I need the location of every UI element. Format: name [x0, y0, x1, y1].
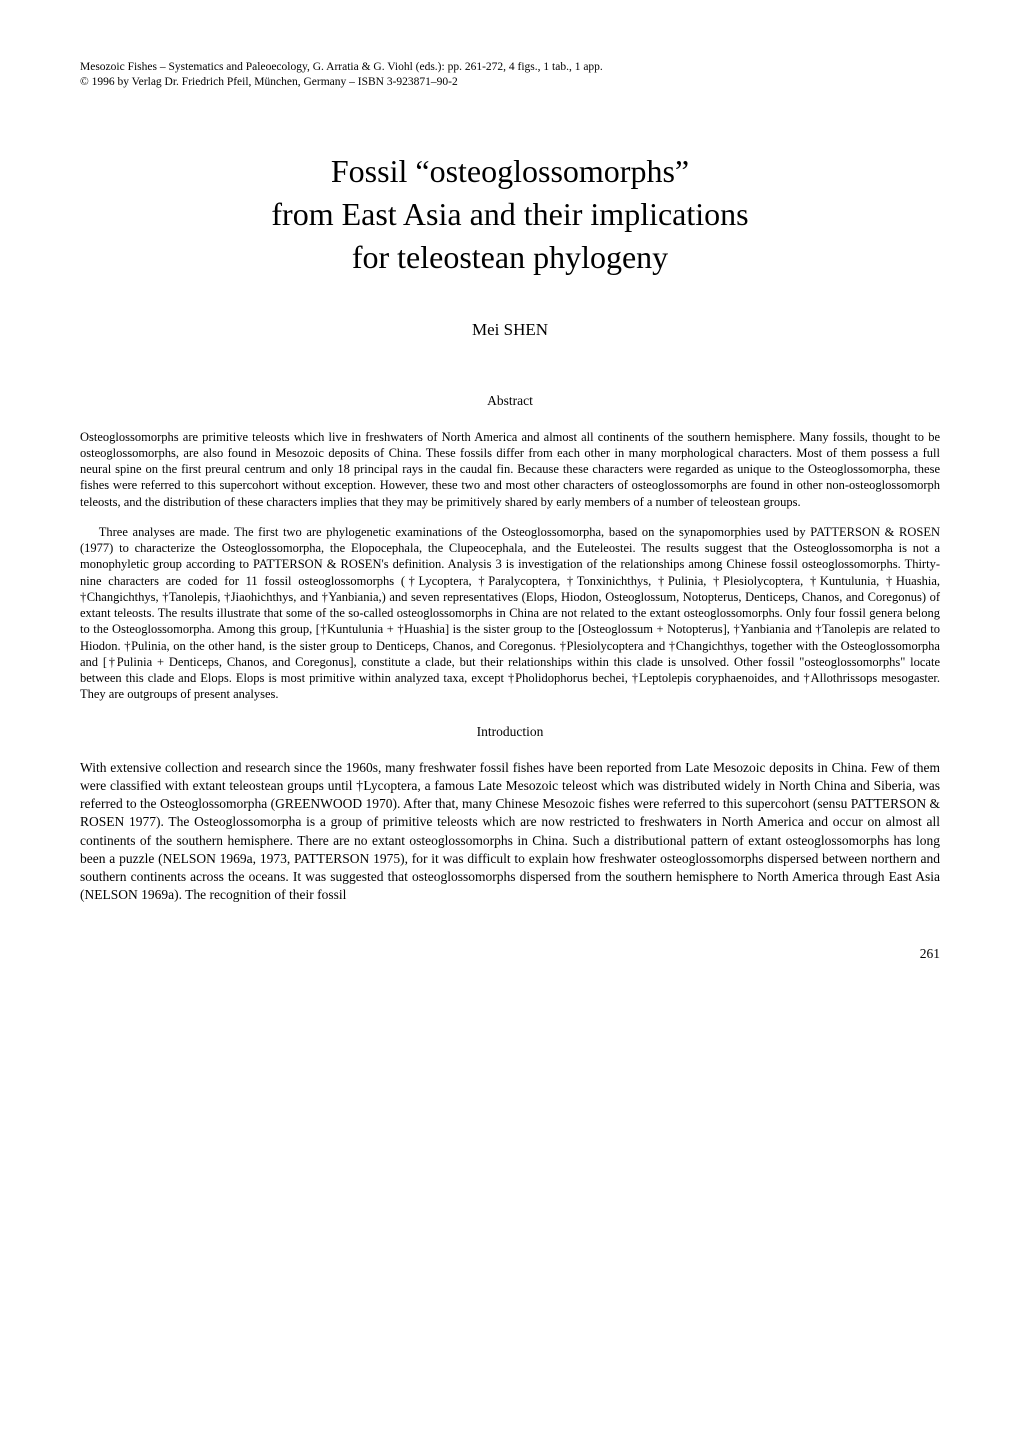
- citation-line2: © 1996 by Verlag Dr. Friedrich Pfeil, Mü…: [80, 75, 940, 90]
- title-line1-quoted: osteoglossomorphs: [430, 153, 675, 189]
- abstract-para1: Osteoglossomorphs are primitive teleosts…: [80, 429, 940, 510]
- title-line1-pre: Fossil: [331, 153, 415, 189]
- page-number: 261: [80, 945, 940, 963]
- citation-block: Mesozoic Fishes – Systematics and Paleoe…: [80, 60, 940, 90]
- introduction-para1: With extensive collection and research s…: [80, 759, 940, 905]
- introduction-heading: Introduction: [80, 723, 940, 741]
- open-quote: “: [415, 153, 429, 189]
- paper-title: Fossil “osteoglossomorphs” from East Asi…: [80, 150, 940, 280]
- close-quote: ”: [675, 153, 689, 189]
- abstract-para2: Three analyses are made. The first two a…: [80, 524, 940, 703]
- citation-line1: Mesozoic Fishes – Systematics and Paleoe…: [80, 60, 940, 75]
- title-line3: for teleostean phylogeny: [352, 239, 668, 275]
- author-name: Mei SHEN: [80, 319, 940, 342]
- abstract-heading: Abstract: [80, 392, 940, 410]
- title-line2: from East Asia and their implications: [271, 196, 748, 232]
